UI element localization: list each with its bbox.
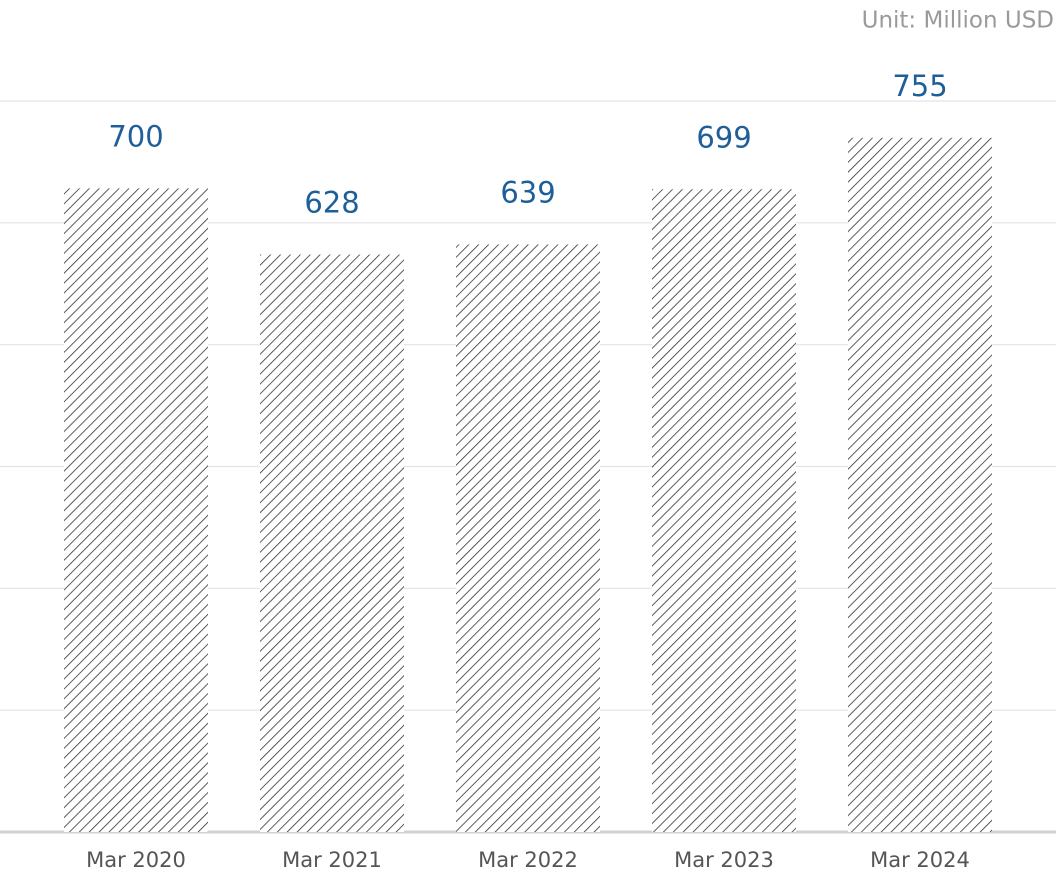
bar: [64, 188, 208, 833]
x-tick-label: Mar 2023: [674, 848, 774, 872]
value-label: 699: [696, 120, 751, 154]
unit-label: Unit: Million USD: [862, 8, 1054, 34]
x-tick-label: Mar 2024: [870, 848, 970, 872]
x-tick-label: Mar 2021: [282, 848, 382, 872]
value-label: 755: [892, 69, 947, 103]
bar: [652, 189, 796, 832]
value-label: 639: [500, 175, 555, 209]
x-tick-label: Mar 2022: [478, 848, 578, 872]
bar: [848, 137, 992, 832]
value-label: 628: [304, 186, 359, 220]
bar: [260, 254, 404, 832]
value-label: 700: [108, 119, 163, 153]
x-tick-label: Mar 2020: [86, 848, 186, 872]
bar: [456, 244, 600, 832]
